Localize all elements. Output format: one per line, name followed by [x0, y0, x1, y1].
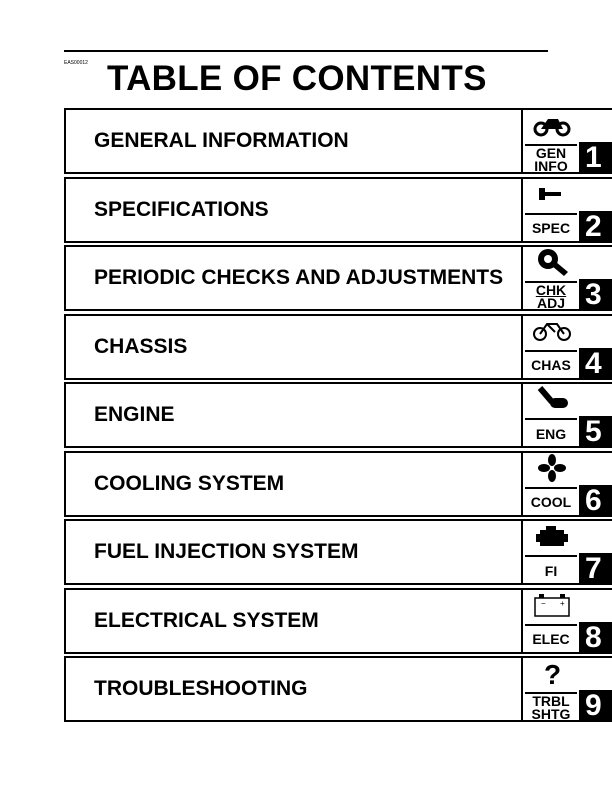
- section-tab: FI 7: [521, 519, 612, 585]
- section-title: ENGINE: [94, 403, 175, 426]
- question-icon: ?: [523, 658, 581, 688]
- toc-entry[interactable]: COOLING SYSTEM COOL 6: [64, 450, 612, 517]
- section-abbreviation: CHK ADJ: [525, 281, 577, 311]
- section-title: FUEL INJECTION SYSTEM: [94, 540, 359, 563]
- abbr-line-1: SPEC: [531, 220, 571, 236]
- section-number: 6: [579, 484, 612, 517]
- section-number: 8: [579, 621, 612, 654]
- section-number: 9: [579, 689, 612, 722]
- section-abbreviation: FI: [525, 555, 577, 585]
- section-abbreviation: ELEC: [525, 623, 577, 654]
- section-number: 3: [579, 278, 612, 311]
- section-number: 5: [579, 415, 612, 448]
- abbr-line-1: GEN: [535, 145, 567, 161]
- section-tab: ENG 5: [521, 382, 612, 448]
- section-title: SPECIFICATIONS: [94, 197, 269, 221]
- fan-icon: [523, 453, 581, 483]
- toc-entry[interactable]: CHASSIS CHAS 4: [64, 313, 612, 380]
- abbr-line-1: ENG: [535, 425, 567, 442]
- abbr-line-1: TRBL: [532, 693, 570, 709]
- motorcycle-icon: [523, 110, 581, 140]
- section-number: 4: [579, 347, 612, 380]
- section-title: PERIODIC CHECKS AND ADJUSTMENTS: [94, 266, 504, 289]
- section-title: CHASSIS: [94, 334, 188, 358]
- toc-entry[interactable]: SPECIFICATIONS SPEC 2: [64, 176, 612, 243]
- toc-entry[interactable]: ENGINE ENG 5: [64, 382, 612, 448]
- toc-entry[interactable]: PERIODIC CHECKS AND ADJUSTMENTS CHK ADJ …: [64, 245, 612, 311]
- abbr-line-1: CHAS: [531, 357, 571, 373]
- section-abbreviation: COOL: [525, 486, 577, 517]
- abbr-line-2: SHTG: [531, 706, 571, 722]
- abbr-line-1: FI: [544, 562, 558, 579]
- section-abbreviation: TRBL SHTG: [525, 692, 577, 722]
- page-title: TABLE OF CONTENTS: [107, 59, 487, 98]
- abbr-line-1: ELEC: [532, 631, 570, 647]
- section-number: 1: [579, 141, 612, 174]
- spanner-icon: [523, 247, 581, 277]
- abbr-line-1: COOL: [530, 494, 572, 510]
- toc-entry[interactable]: FUEL INJECTION SYSTEM FI 7: [64, 519, 612, 585]
- piston-icon: [523, 384, 581, 414]
- section-abbreviation: ENG: [525, 418, 577, 448]
- wrench-icon: [523, 179, 581, 209]
- section-title: COOLING SYSTEM: [94, 471, 285, 495]
- svg-text:+: +: [560, 599, 565, 608]
- bike-outline-icon: [523, 316, 581, 346]
- toc-entry[interactable]: TROUBLESHOOTING ? TRBL SHTG 9: [64, 656, 612, 722]
- document-code: EAS00012: [64, 60, 88, 66]
- section-tab: CHK ADJ 3: [521, 245, 612, 311]
- engine-icon: [523, 521, 581, 551]
- section-number: 7: [579, 552, 612, 585]
- section-tab: CHAS 4: [521, 313, 612, 380]
- section-abbreviation: CHAS: [525, 349, 577, 380]
- battery-icon: − +: [523, 590, 581, 620]
- abbr-line-1: CHK: [535, 282, 567, 298]
- section-title: GENERAL INFORMATION: [94, 129, 349, 152]
- abbr-line-2: INFO: [534, 158, 568, 174]
- section-tab: ? TRBL SHTG 9: [521, 656, 612, 722]
- toc-entry[interactable]: ELECTRICAL SYSTEM − + ELEC 8: [64, 587, 612, 654]
- section-tab: SPEC 2: [521, 176, 612, 243]
- section-number: 2: [579, 210, 612, 243]
- section-tab: GEN INFO 1: [521, 108, 612, 174]
- section-abbreviation: SPEC: [525, 212, 577, 243]
- svg-text:?: ?: [544, 659, 561, 687]
- top-rule: [64, 50, 548, 52]
- section-tab: COOL 6: [521, 450, 612, 517]
- section-title: ELECTRICAL SYSTEM: [94, 608, 319, 632]
- section-title: TROUBLESHOOTING: [94, 677, 308, 700]
- svg-text:−: −: [541, 599, 546, 608]
- section-abbreviation: GEN INFO: [525, 144, 577, 174]
- toc-entry[interactable]: GENERAL INFORMATION GEN INFO 1: [64, 108, 612, 174]
- abbr-line-2: ADJ: [536, 295, 565, 311]
- section-tab: − + ELEC 8: [521, 587, 612, 654]
